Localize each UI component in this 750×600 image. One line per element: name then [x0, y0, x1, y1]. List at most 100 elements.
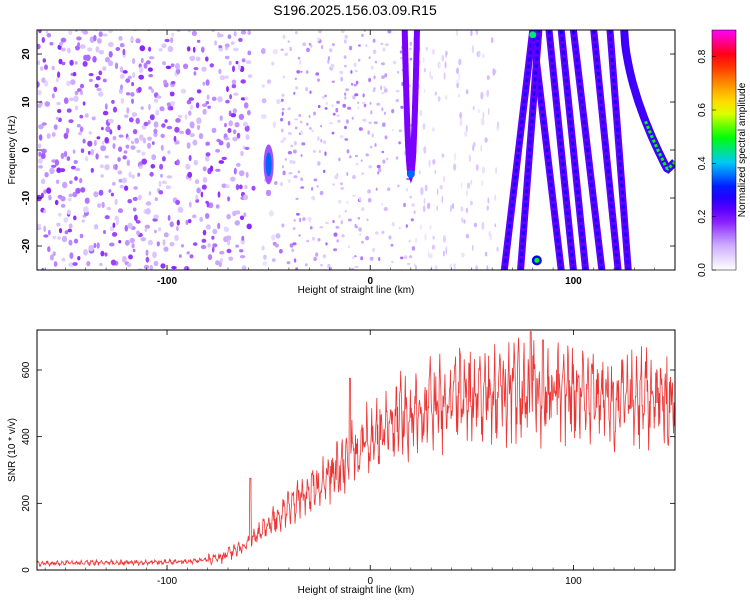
spectrogram-cell	[244, 96, 249, 100]
spectrogram-cell	[227, 24, 231, 30]
spectrogram-cell	[51, 93, 55, 99]
spectrogram-cell	[344, 92, 347, 96]
spectrogram-cell	[243, 212, 247, 218]
spectrogram-cell	[481, 221, 485, 230]
spectrogram-cell	[201, 184, 207, 190]
spectrogram-cell	[449, 263, 452, 269]
spectrogram-cell	[63, 150, 68, 158]
spectrogram-cell	[497, 121, 499, 128]
spectrogram-cell	[63, 97, 69, 104]
spectrogram-cell	[53, 124, 58, 130]
spectrogram-cell	[77, 256, 81, 261]
spectrogram-cell	[411, 203, 415, 207]
spectrogram-cell	[124, 24, 128, 28]
spectrogram-cell	[96, 242, 100, 249]
spectrogram-cell	[183, 63, 189, 70]
spectrogram-cell	[381, 150, 385, 154]
spectrogram-cell	[130, 37, 134, 42]
spectrogram-cell	[269, 210, 274, 217]
spectrogram-cell	[492, 68, 496, 76]
spectrogram-cell	[451, 203, 455, 210]
spectrogram-cell	[231, 83, 237, 89]
spectrogram-cell	[331, 80, 335, 83]
spectrogram-cell	[346, 172, 349, 176]
spectrogram-cell	[295, 86, 298, 90]
spectrogram-cell	[139, 165, 143, 170]
spectrogram-cell	[236, 162, 241, 167]
spectrogram-cell	[335, 226, 340, 229]
spectrogram-cell	[480, 145, 483, 152]
snr-x-label: Height of straight line (km)	[298, 585, 415, 596]
spectrogram-cell	[46, 187, 52, 194]
spectrogram-cell	[333, 232, 338, 237]
spectrogram-cell	[473, 222, 478, 228]
spectrogram-cell	[41, 178, 46, 185]
spectrogram-cell	[358, 227, 362, 232]
spectrogram-cell	[63, 132, 69, 139]
spectrogram-cell	[80, 90, 83, 96]
spectrogram-cell	[274, 181, 278, 185]
spectrogram-cell	[352, 95, 356, 100]
spectrogram-cell	[280, 140, 285, 143]
spectrogram-spot-top	[529, 31, 537, 39]
spectrogram-cell	[392, 60, 397, 65]
spectrogram-cell	[340, 76, 344, 82]
spectrogram-cell	[151, 141, 155, 146]
spectrogram-cell	[240, 150, 244, 157]
spectrogram-cell	[300, 70, 303, 73]
spectrogram-cell	[147, 142, 152, 149]
spectrogram-cell	[339, 70, 344, 75]
spectrogram-cell	[427, 250, 430, 259]
spectrogram-cell	[47, 246, 51, 253]
spectrogram-cell	[360, 159, 363, 162]
spectrogram-cell	[325, 242, 328, 246]
spectrogram-cell	[487, 197, 490, 204]
spectrogram-cell	[87, 47, 93, 52]
snr-y-label: SNR (10 * v/v)	[7, 418, 18, 482]
spectrogram-cell	[49, 167, 55, 175]
snr-x-ticks: -100 0 100	[44, 330, 676, 587]
spectrogram-cell	[415, 265, 417, 270]
spectrogram-cell	[58, 228, 63, 234]
spectrogram-cell	[482, 53, 485, 59]
spectrogram-cell	[429, 253, 433, 259]
spectrogram-cell	[242, 121, 248, 127]
spectrogram-cell	[327, 263, 331, 269]
spectrogram-streak-core	[519, 30, 541, 270]
spectrogram-cell	[74, 105, 79, 111]
spectrogram-cell	[484, 251, 488, 257]
spectrogram-cell	[238, 170, 245, 177]
spectrogram-cell	[112, 136, 117, 141]
spectrogram-cell	[151, 88, 154, 94]
spectrogram-cell	[221, 156, 227, 161]
spectrogram-cell	[192, 242, 198, 246]
spectrogram-cell	[82, 101, 86, 106]
spectrogram-cell	[495, 167, 498, 174]
spectrogram-cell	[57, 236, 61, 240]
spectrogram-cell	[376, 102, 381, 106]
spectrogram-cell	[236, 132, 241, 139]
spectrogram-cell	[180, 88, 187, 94]
spectrogram-cell	[54, 24, 58, 28]
spectrogram-cell	[205, 56, 209, 62]
spectrogram-cell	[84, 197, 90, 204]
spectrogram-cell	[43, 189, 47, 194]
spectrogram-cell	[370, 110, 373, 115]
spectrogram-cell	[201, 46, 205, 53]
spectrogram-cell	[110, 259, 117, 266]
spectrogram-cell	[371, 133, 375, 138]
spectrogram-cell	[44, 101, 51, 107]
spectrogram-cell	[475, 265, 478, 270]
spectrogram-cell	[438, 63, 442, 68]
spectrogram-cell	[179, 130, 185, 135]
spectrogram-cell	[470, 200, 473, 206]
spectrogram-cell	[186, 99, 192, 105]
spectrogram-cell	[470, 30, 473, 37]
spectrogram-cell	[383, 88, 388, 93]
spectrogram-cell	[247, 110, 251, 116]
spectrogram-cell	[295, 31, 298, 35]
spectrogram-cell	[340, 187, 345, 190]
spectrogram-cell	[432, 159, 436, 165]
colorbar-tick-label: 0.2	[697, 209, 708, 223]
spectrogram-cell	[230, 41, 235, 45]
